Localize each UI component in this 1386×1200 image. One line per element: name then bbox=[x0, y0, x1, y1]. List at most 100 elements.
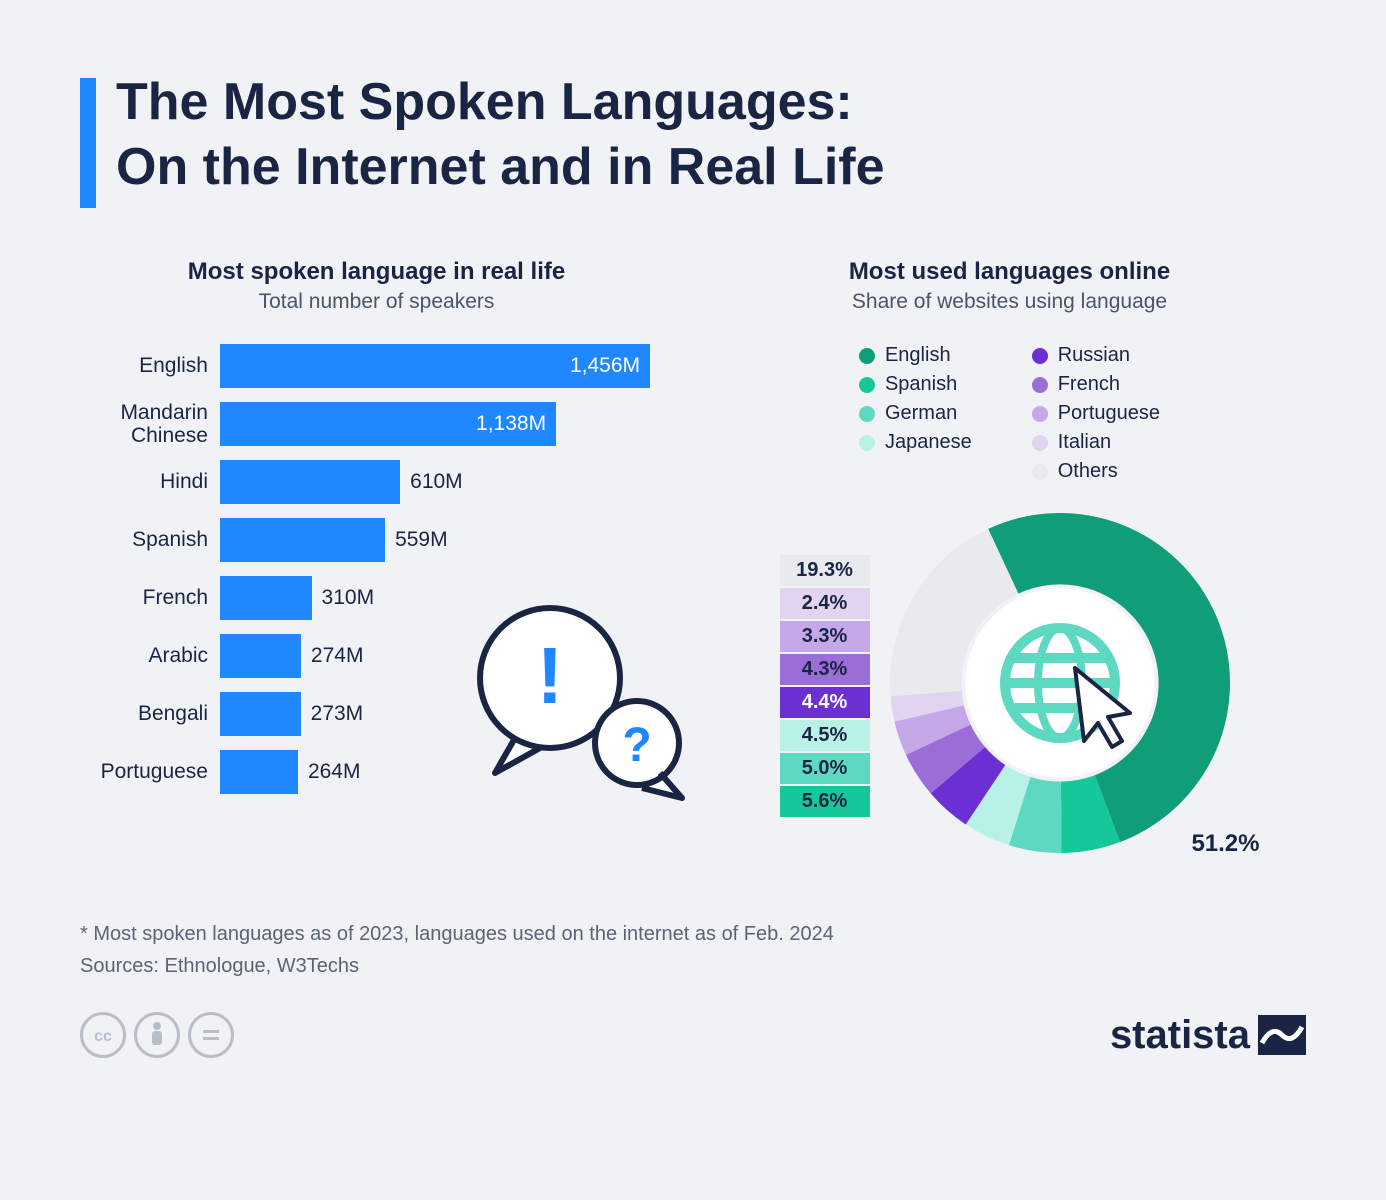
bar-track: 1,138M bbox=[220, 402, 673, 446]
legend-label: Japanese bbox=[885, 431, 972, 454]
bar-label: Bengali bbox=[80, 702, 220, 725]
bar-row: Spanish 559M bbox=[80, 518, 673, 562]
legend-dot bbox=[859, 377, 875, 393]
bar-value: 610M bbox=[410, 470, 463, 494]
svg-text:?: ? bbox=[622, 719, 651, 772]
legend-label: German bbox=[885, 402, 957, 425]
legend-item: Russian bbox=[1032, 344, 1160, 367]
header-accent-bar bbox=[80, 78, 96, 208]
pct-label: 3.3% bbox=[780, 621, 870, 652]
legend-item: Others bbox=[1032, 460, 1160, 483]
donut-legend: English Spanish German Japanese Russian Frenc… bbox=[713, 344, 1306, 483]
bar-row: Mandarin Chinese 1,138M bbox=[80, 402, 673, 446]
legend-item: Italian bbox=[1032, 431, 1160, 454]
bar-row: Hindi 610M bbox=[80, 460, 673, 504]
pct-label: 5.0% bbox=[780, 753, 870, 784]
legend-item: French bbox=[1032, 373, 1160, 396]
bar-fill: 1,138M bbox=[220, 402, 556, 446]
bar-label: Mandarin Chinese bbox=[80, 401, 220, 447]
bar-label: Arabic bbox=[80, 644, 220, 667]
legend-item: Japanese bbox=[859, 431, 972, 454]
donut-chart-panel: Most used languages online Share of webs… bbox=[713, 258, 1306, 868]
bar-label: English bbox=[80, 354, 220, 377]
legend-label: Russian bbox=[1058, 344, 1130, 367]
statista-wave-icon bbox=[1258, 1015, 1306, 1055]
by-icon bbox=[134, 1012, 180, 1058]
legend-label: Italian bbox=[1058, 431, 1111, 454]
pct-label: 5.6% bbox=[780, 786, 870, 817]
statista-text: statista bbox=[1110, 1013, 1250, 1058]
donut-chart-title: Most used languages online bbox=[713, 258, 1306, 286]
bar-value: 273M bbox=[311, 702, 364, 726]
svg-text:cc: cc bbox=[94, 1028, 112, 1045]
footer: cc statista bbox=[80, 1012, 1306, 1058]
bar-value: 274M bbox=[311, 644, 364, 668]
bar-fill bbox=[220, 634, 301, 678]
donut-chart-subtitle: Share of websites using language bbox=[713, 290, 1306, 314]
bar-value: 264M bbox=[308, 760, 361, 784]
bar-label: Portuguese bbox=[80, 760, 220, 783]
footnote-line-2: Sources: Ethnologue, W3Techs bbox=[80, 950, 1306, 982]
charts-container: Most spoken language in real life Total … bbox=[80, 258, 1306, 868]
legend-label: French bbox=[1058, 373, 1120, 396]
bar-track: 1,456M bbox=[220, 344, 673, 388]
bar-fill: 1,456M bbox=[220, 344, 650, 388]
legend-item: Spanish bbox=[859, 373, 972, 396]
title-line-1: The Most Spoken Languages: bbox=[116, 73, 853, 131]
bar-value: 310M bbox=[322, 586, 375, 610]
legend-item: English bbox=[859, 344, 972, 367]
header: The Most Spoken Languages: On the Intern… bbox=[80, 70, 1306, 208]
legend-label: Others bbox=[1058, 460, 1118, 483]
bar-fill bbox=[220, 750, 298, 794]
bar-label: Hindi bbox=[80, 470, 220, 493]
bar-value: 559M bbox=[395, 528, 448, 552]
donut-wrapper: 51.2% bbox=[880, 503, 1240, 868]
bar-row: English 1,456M bbox=[80, 344, 673, 388]
bar-chart-title: Most spoken language in real life bbox=[80, 258, 673, 286]
bar-fill bbox=[220, 460, 400, 504]
legend-item: Portuguese bbox=[1032, 402, 1160, 425]
cc-icon: cc bbox=[80, 1012, 126, 1058]
legend-dot bbox=[1032, 464, 1048, 480]
bar-chart-panel: Most spoken language in real life Total … bbox=[80, 258, 673, 868]
bar-fill bbox=[220, 518, 385, 562]
donut-svg bbox=[880, 503, 1240, 863]
legend-column: Russian French Portuguese Italian Others bbox=[1032, 344, 1160, 483]
statista-logo: statista bbox=[1110, 1013, 1306, 1058]
donut-area: 19.3%2.4%3.3%4.3%4.4%4.5%5.0%5.6% 51.2% bbox=[713, 503, 1306, 868]
footnote: * Most spoken languages as of 2023, lang… bbox=[80, 918, 1306, 982]
bar-label: French bbox=[80, 586, 220, 609]
pct-label: 2.4% bbox=[780, 588, 870, 619]
legend-dot bbox=[859, 406, 875, 422]
legend-dot bbox=[859, 348, 875, 364]
footnote-line-1: * Most spoken languages as of 2023, lang… bbox=[80, 918, 1306, 950]
legend-dot bbox=[1032, 377, 1048, 393]
title-line-2: On the Internet and in Real Life bbox=[116, 138, 885, 196]
bar-fill bbox=[220, 576, 312, 620]
legend-dot bbox=[1032, 348, 1048, 364]
bar-value: 1,456M bbox=[570, 354, 640, 378]
legend-label: Spanish bbox=[885, 373, 957, 396]
legend-label: English bbox=[885, 344, 951, 367]
legend-item: German bbox=[859, 402, 972, 425]
svg-text:!: ! bbox=[537, 631, 564, 720]
nd-icon bbox=[188, 1012, 234, 1058]
legend-column: English Spanish German Japanese bbox=[859, 344, 972, 483]
bar-value: 1,138M bbox=[476, 412, 546, 436]
cc-license-icons: cc bbox=[80, 1012, 234, 1058]
bar-track: 559M bbox=[220, 518, 673, 562]
donut-big-label: 51.2% bbox=[1191, 830, 1259, 858]
legend-dot bbox=[1032, 435, 1048, 451]
pct-label: 4.3% bbox=[780, 654, 870, 685]
speech-bubble-icon: ! ? bbox=[460, 588, 690, 808]
legend-label: Portuguese bbox=[1058, 402, 1160, 425]
pct-label: 4.4% bbox=[780, 687, 870, 718]
donut-pct-labels: 19.3%2.4%3.3%4.3%4.4%4.5%5.0%5.6% bbox=[780, 555, 870, 817]
bar-label: Spanish bbox=[80, 528, 220, 551]
legend-dot bbox=[1032, 406, 1048, 422]
bar-fill bbox=[220, 692, 301, 736]
bar-chart-subtitle: Total number of speakers bbox=[80, 290, 673, 314]
pct-label: 19.3% bbox=[780, 555, 870, 586]
bar-track: 610M bbox=[220, 460, 673, 504]
page-title: The Most Spoken Languages: On the Intern… bbox=[116, 70, 885, 200]
